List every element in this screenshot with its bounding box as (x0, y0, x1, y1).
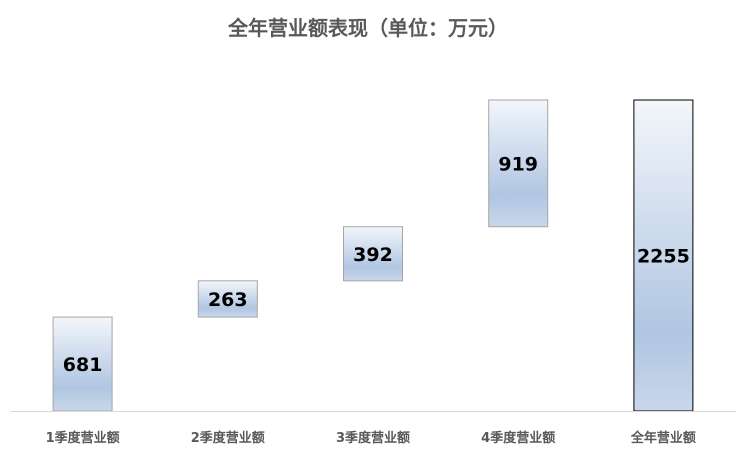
data-label: 392 (353, 244, 393, 266)
x-tick-label: 3季度营业额 (336, 430, 410, 446)
x-tick-label: 1季度营业额 (46, 430, 120, 446)
data-label: 919 (498, 153, 538, 175)
data-label: 2255 (637, 246, 690, 268)
x-tick-label: 4季度营业额 (481, 430, 555, 446)
data-label: 263 (208, 289, 248, 311)
total-bar (633, 99, 694, 412)
bar (197, 280, 258, 318)
bar (343, 226, 403, 282)
x-tick-label: 全年营业额 (630, 430, 696, 446)
data-label: 681 (63, 354, 103, 376)
x-tick-label: 2季度营业额 (191, 430, 265, 446)
bar (52, 316, 113, 412)
bar (488, 99, 549, 228)
chart-title: 全年营业额表现（单位：万元） (227, 16, 508, 40)
